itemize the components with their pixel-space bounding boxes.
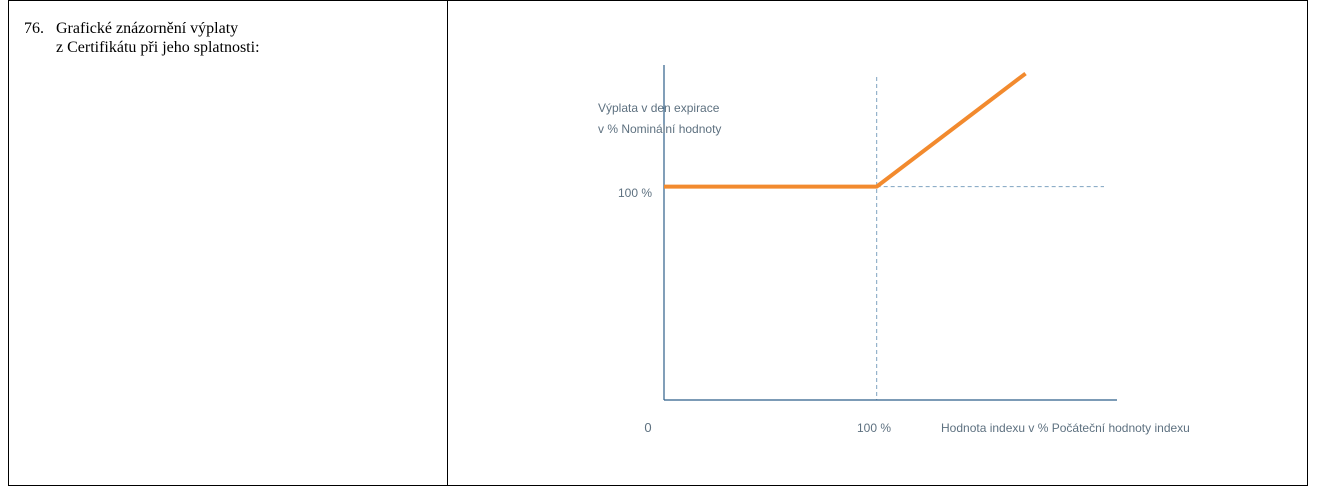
document-table: 76. Grafické znázornění výplaty z Certif… <box>8 0 1308 486</box>
chart-series <box>664 71 1027 189</box>
chart-axes <box>663 65 1117 401</box>
item-number: 76. <box>24 20 44 37</box>
item-text-line: z Certifikátu při jeho splatnosti: <box>56 39 260 56</box>
y-axis-label-line-1: Výplata v den expirace <box>598 101 720 115</box>
column-divider <box>447 1 448 485</box>
item-row: 76. Grafické znázornění výplaty z Certif… <box>24 19 434 57</box>
origin-label: 0 <box>644 420 651 435</box>
y-tick-label: 100 % <box>618 186 652 200</box>
chart-labels: Výplata v den expirace v % Nominální hod… <box>598 101 1190 435</box>
reference-lines <box>876 77 1104 400</box>
x-tick-label: 100 % <box>857 421 891 435</box>
y-axis-label-line-2: v % Nominální hodnoty <box>598 122 721 136</box>
item-text: Grafické znázornění výplaty z Certifikát… <box>56 19 260 57</box>
item-cell: 76. Grafické znázornění výplaty z Certif… <box>24 19 434 57</box>
payoff-line <box>664 71 1027 189</box>
x-axis-label: Hodnota indexu v % Počáteční hodnoty ind… <box>941 421 1190 435</box>
item-text-line: Grafické znázornění výplaty <box>56 20 239 37</box>
